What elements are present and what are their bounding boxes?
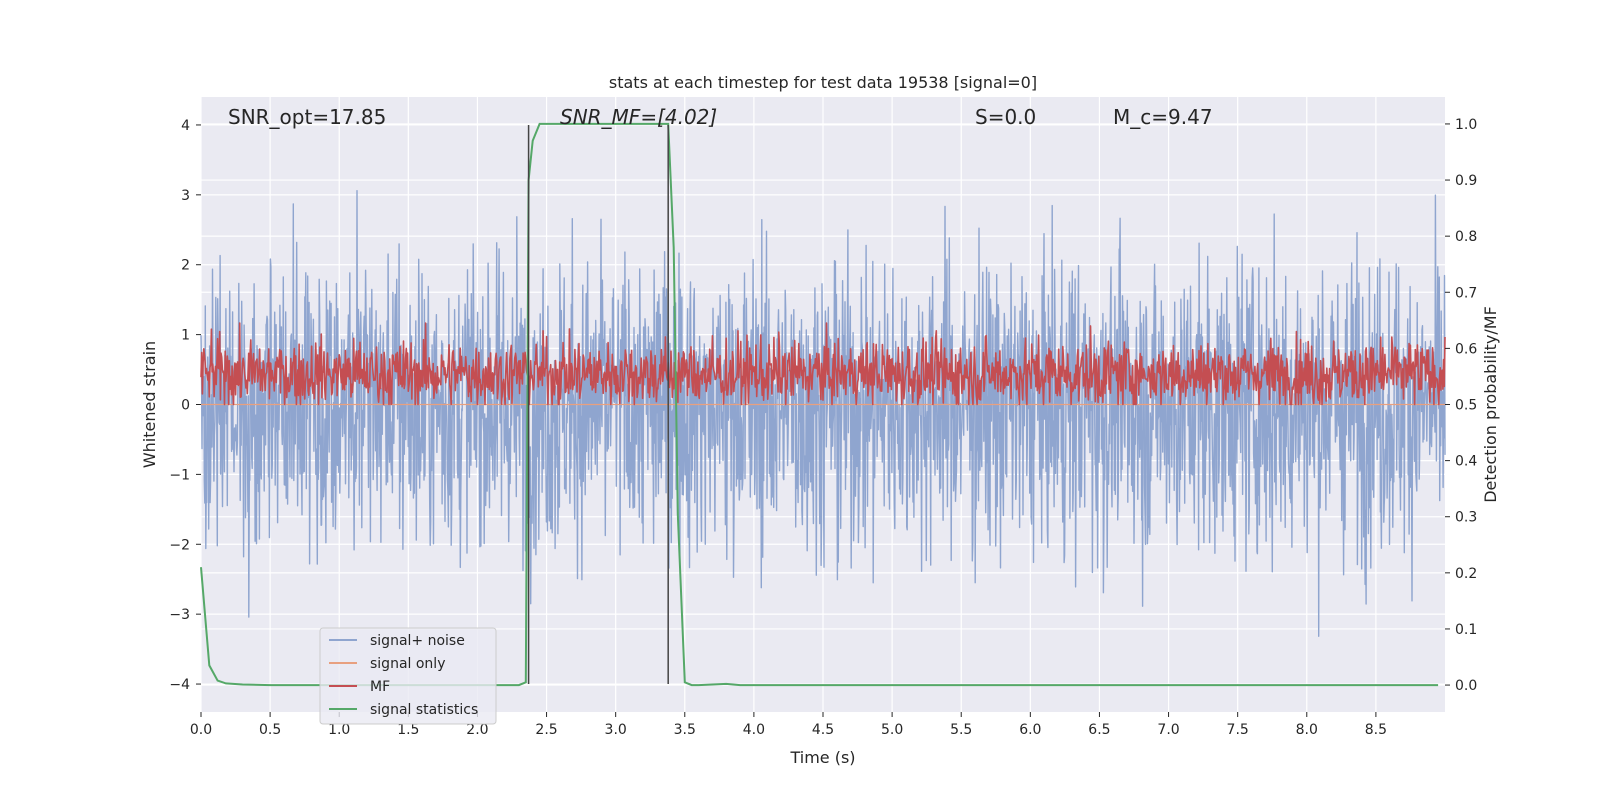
x-tick-label: 2.0 — [466, 722, 488, 738]
y-tick-label: 0 — [181, 398, 190, 414]
mf-series — [200, 322, 1446, 406]
y2-tick-label: 0.4 — [1455, 454, 1477, 470]
x-tick-label: 7.0 — [1157, 722, 1179, 738]
y-axis-label: Whitened strain — [140, 341, 159, 468]
y2-tick-label: 1.0 — [1455, 117, 1477, 133]
y2-axis-ticks: 0.0 0.1 0.2 0.3 0.4 0.5 0.6 0.7 0.8 0.9 1.0 — [1445, 117, 1477, 694]
y-tick-label: −3 — [169, 607, 190, 623]
y2-tick-label: 0.3 — [1455, 510, 1477, 526]
legend-label-stats: signal statistics — [370, 702, 478, 718]
y2-tick-label: 0.8 — [1455, 229, 1477, 245]
y-tick-label: 2 — [181, 258, 190, 274]
legend-label-noise: signal+ noise — [370, 633, 465, 649]
legend-label-signal: signal only — [370, 656, 445, 672]
annotation-s: S=0.0 — [975, 105, 1036, 129]
x-tick-label: 8.0 — [1296, 722, 1318, 738]
annotation-snr-mf: SNR_MF=[4.02] — [560, 105, 717, 129]
statistics-series — [200, 122, 1439, 687]
y-tick-label: 4 — [181, 118, 190, 134]
x-tick-label: 0.0 — [190, 722, 212, 738]
y2-tick-label: 0.1 — [1455, 622, 1477, 638]
x-tick-label: 4.0 — [743, 722, 765, 738]
x-tick-label: 3.5 — [674, 722, 696, 738]
y-tick-label: 3 — [181, 188, 190, 204]
annotation-mc: M_c=9.47 — [1113, 105, 1213, 129]
x-axis-ticks: 0.0 0.5 1.0 1.5 2.0 2.5 3.0 3.5 4.0 4.5 5.0 5.5 6.0 6… — [190, 712, 1387, 738]
x-tick-label: 1.5 — [397, 722, 419, 738]
x-tick-label: 4.5 — [812, 722, 834, 738]
legend: signal+ noise signal only MF signal stat… — [319, 627, 497, 725]
legend-label-mf: MF — [370, 679, 390, 695]
legend-box — [319, 627, 497, 725]
y-tick-label: −1 — [169, 467, 190, 483]
y2-tick-label: 0.0 — [1455, 678, 1477, 694]
chart-title: stats at each timestep for test data 195… — [609, 73, 1037, 92]
x-tick-label: 6.0 — [1019, 722, 1041, 738]
annotation-snr-opt: SNR_opt=17.85 — [228, 105, 386, 129]
x-tick-label: 3.0 — [605, 722, 627, 738]
series-line-mf — [200, 322, 1446, 406]
x-axis-label: Time (s) — [789, 748, 855, 767]
x-tick-label: 7.5 — [1227, 722, 1249, 738]
y2-tick-label: 0.7 — [1455, 285, 1477, 301]
x-tick-label: 0.5 — [259, 722, 281, 738]
y-tick-label: −4 — [169, 677, 190, 693]
x-tick-label: 1.0 — [328, 722, 350, 738]
x-tick-label: 5.0 — [881, 722, 903, 738]
x-tick-label: 2.5 — [535, 722, 557, 738]
x-tick-label: 6.5 — [1088, 722, 1110, 738]
y2-tick-label: 0.6 — [1455, 341, 1477, 357]
y2-tick-label: 0.5 — [1455, 398, 1477, 414]
x-tick-label: 8.5 — [1365, 722, 1387, 738]
y-tick-label: −2 — [169, 537, 190, 553]
y2-tick-label: 0.9 — [1455, 173, 1477, 189]
y2-axis-label: Detection probability/MF — [1481, 306, 1500, 503]
vertical-lines — [527, 124, 669, 685]
x-tick-label: 5.5 — [950, 722, 972, 738]
y2-tick-label: 0.2 — [1455, 566, 1477, 582]
y-tick-label: 1 — [181, 328, 190, 344]
y-axis-ticks: −4 −3 −2 −1 0 1 2 3 4 — [169, 118, 201, 693]
series-line-signal-statistics — [200, 122, 1439, 687]
